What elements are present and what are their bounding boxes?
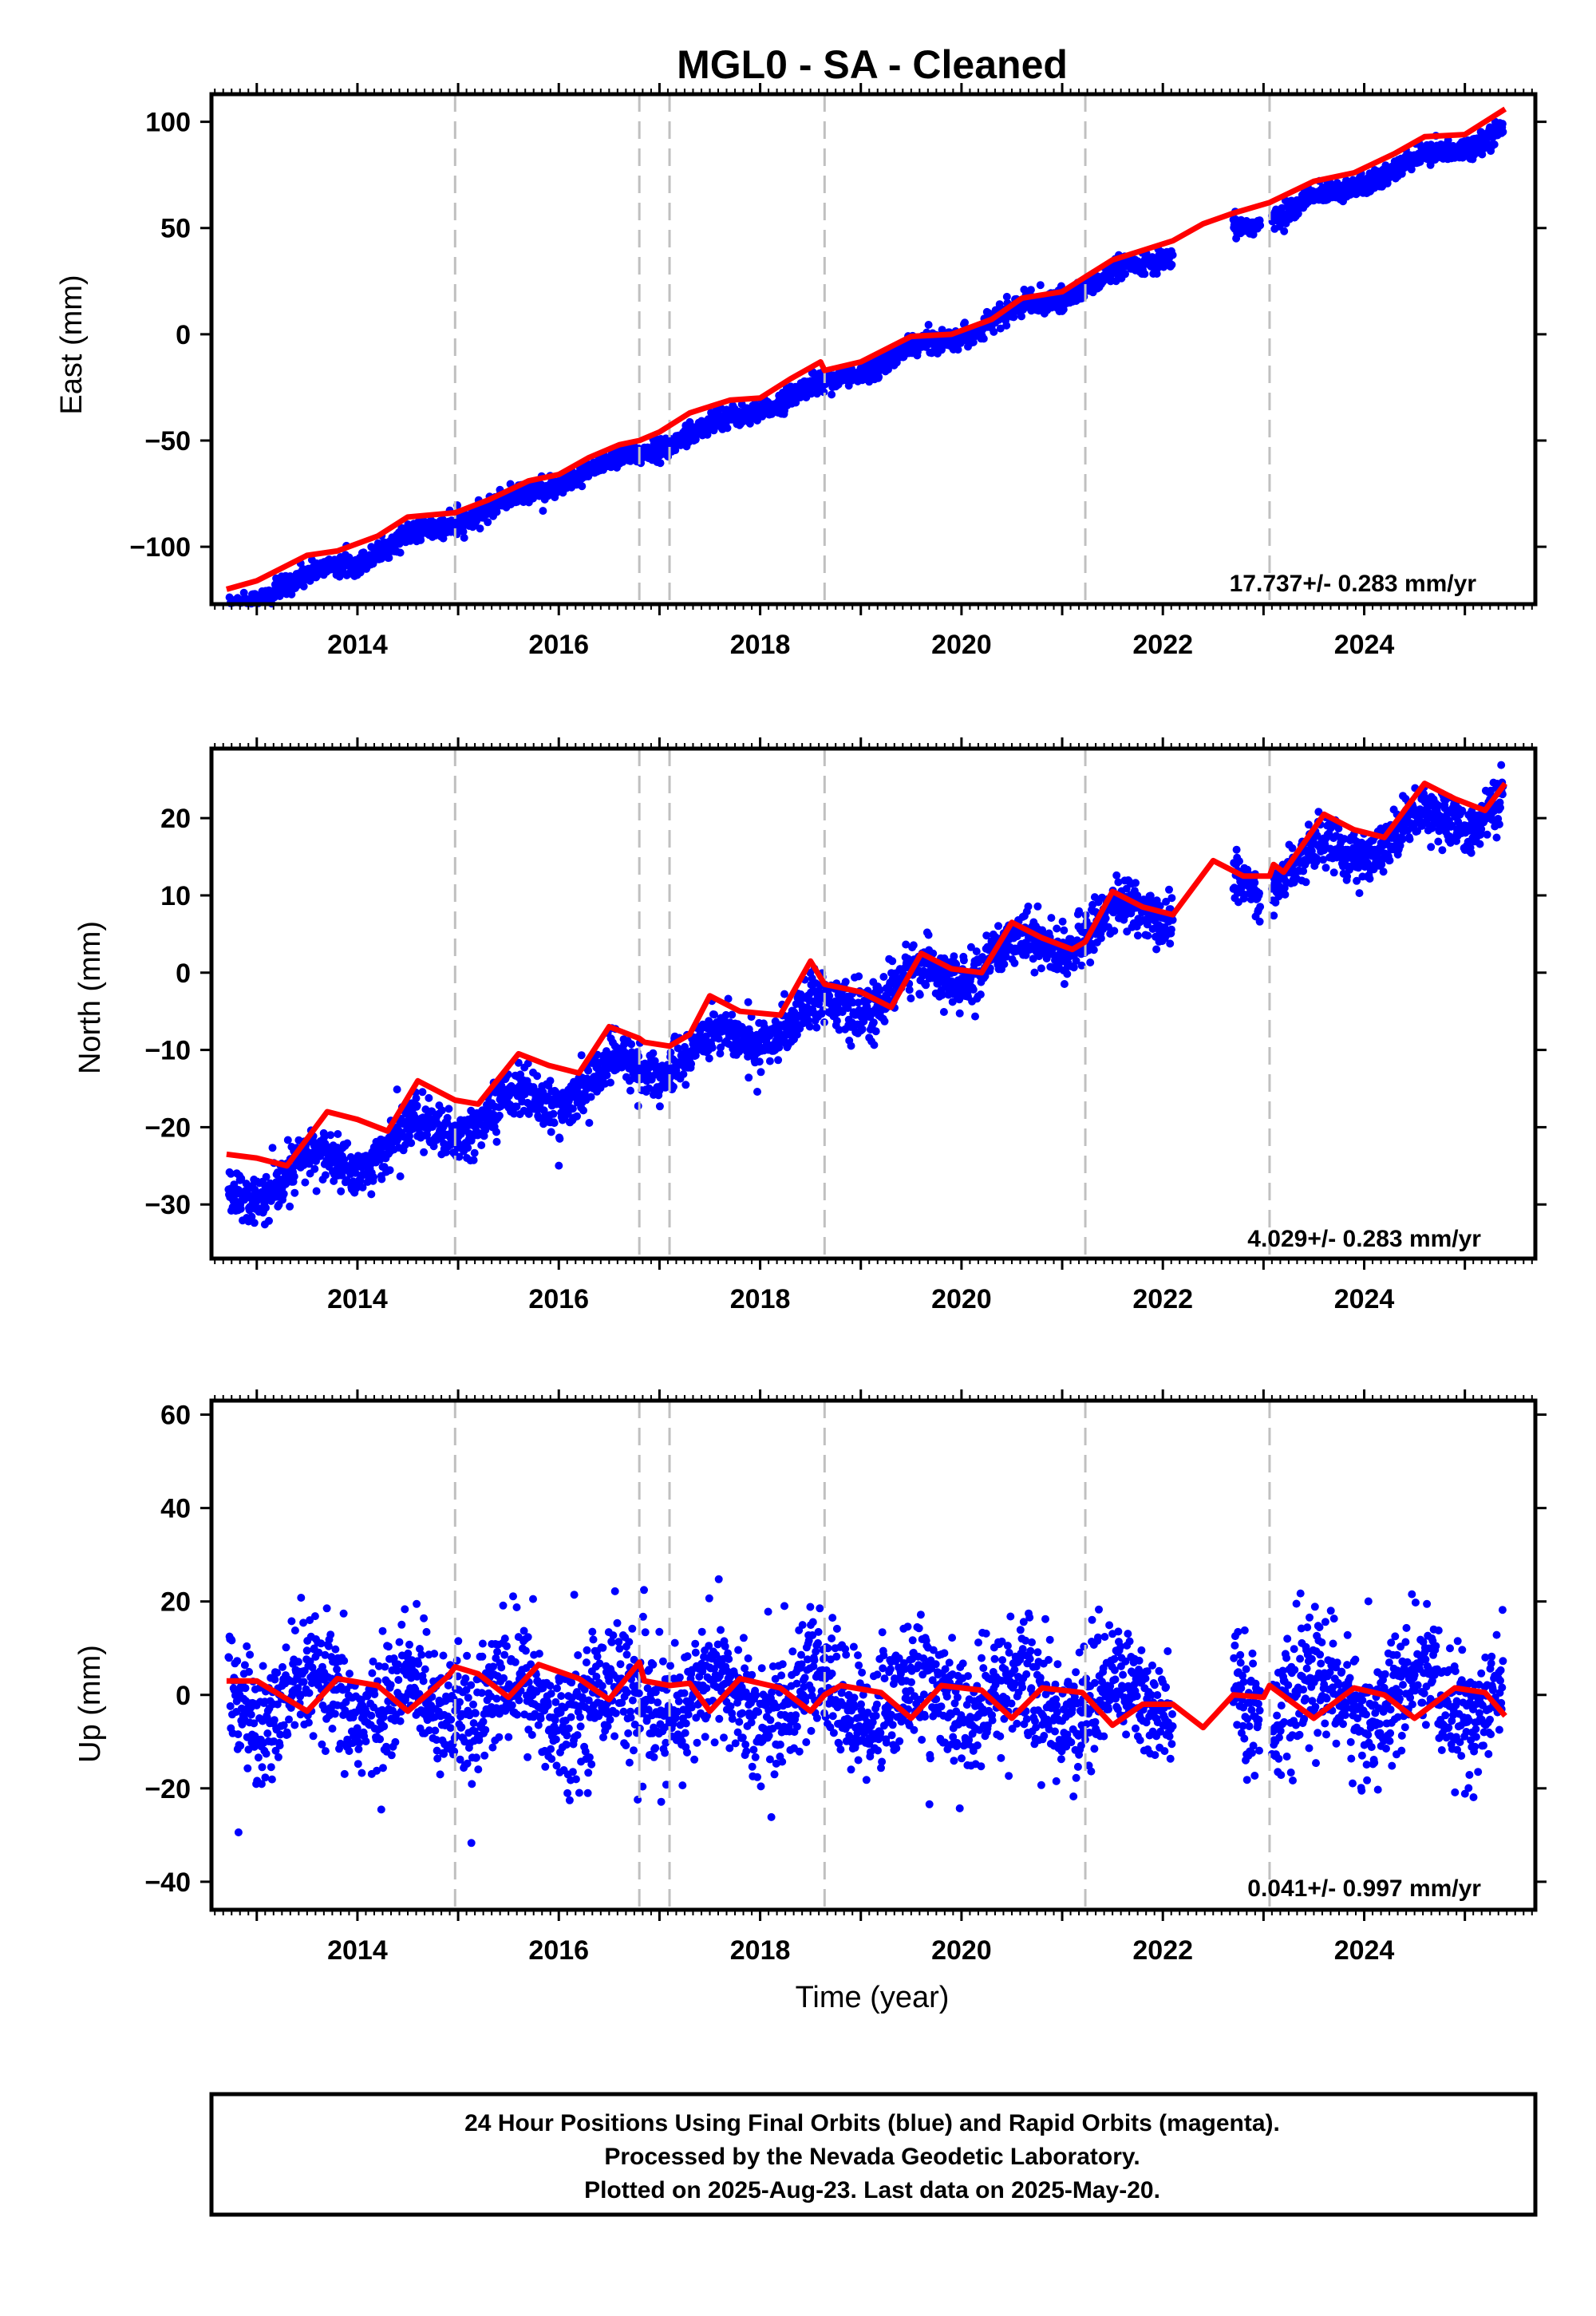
north-model-line (226, 781, 1508, 1169)
up-xtick-label: 2020 (931, 1935, 992, 1966)
east-ytick-label: 50 (160, 214, 191, 244)
x-axis-label: Time (year) (796, 1981, 950, 2014)
north-xtick-label: 2022 (1132, 1284, 1193, 1314)
footer-line-3: Plotted on 2025-Aug-23. Last data on 202… (584, 2177, 1160, 2203)
up-axes: −40 −20 0 20 40 60 2014 2016 2018 2020 2022 2024 (144, 1389, 1547, 1966)
north-xtick-label: 2014 (327, 1284, 388, 1314)
up-xtick-label: 2016 (528, 1935, 589, 1966)
north-frame (209, 746, 1538, 1261)
east-points (225, 117, 1507, 608)
up-plot-layer (226, 1401, 1507, 1910)
up-ylabel: Up (mm) (73, 1645, 107, 1763)
north-ytick-label: −30 (144, 1190, 191, 1220)
panel-north: −30 −20 −10 0 10 20 2014 2016 2018 2020 2022 2024 N… (73, 737, 1547, 1314)
north-ytick-label: 10 (160, 881, 191, 911)
north-xtick-label: 2020 (931, 1284, 992, 1314)
up-points (224, 1575, 1507, 1848)
east-rate-label: 17.737+/- 0.283 mm/yr (1230, 571, 1477, 597)
east-ytick-label: −100 (129, 532, 191, 563)
footer-line-1: 24 Hour Positions Using Final Orbits (bl… (464, 2110, 1280, 2136)
up-ytick-label: −20 (144, 1774, 191, 1804)
east-ylabel: East (mm) (55, 275, 89, 414)
up-xtick-label: 2018 (730, 1935, 791, 1966)
east-xtick-label: 2018 (730, 630, 791, 660)
panel-up: −40 −20 0 20 40 60 2014 2016 2018 2020 2022 2024 Up… (73, 1389, 1547, 1966)
north-ytick-label: −20 (144, 1113, 191, 1143)
east-model-line (225, 106, 1507, 592)
north-plot-layer (226, 749, 1508, 1259)
east-xtick-label: 2016 (528, 630, 589, 660)
north-ytick-label: −10 (144, 1036, 191, 1066)
up-ytick-label: 0 (176, 1681, 191, 1711)
up-xtick-label: 2014 (327, 1935, 388, 1966)
chart-title: MGL0 - SA - Cleaned (677, 42, 1068, 87)
east-ytick-label: −50 (144, 426, 191, 456)
east-xtick-label: 2020 (931, 630, 992, 660)
north-xtick-label: 2016 (528, 1284, 589, 1314)
up-ytick-label: 40 (160, 1494, 191, 1524)
footer-box: 24 Hour Positions Using Final Orbits (bl… (209, 2092, 1538, 2217)
east-frame (209, 92, 1538, 607)
up-model-line (226, 1659, 1507, 1731)
up-rate-label: 0.041+/- 0.997 mm/yr (1247, 1875, 1481, 1902)
east-ytick-label: 0 (176, 320, 191, 350)
up-ytick-label: 20 (160, 1587, 191, 1618)
up-frame (209, 1398, 1538, 1912)
north-rate-label: 4.029+/- 0.283 mm/yr (1247, 1226, 1481, 1252)
east-xtick-label: 2014 (327, 630, 388, 660)
footer-frame (209, 2092, 1538, 2217)
north-axes: −30 −20 −10 0 10 20 2014 2016 2018 2020 2022 2024 (144, 737, 1547, 1314)
east-ytick-label: 100 (145, 108, 191, 138)
north-xtick-label: 2024 (1334, 1284, 1395, 1314)
up-xtick-label: 2024 (1334, 1935, 1395, 1966)
up-scatter-points (224, 1575, 1507, 1848)
east-plot-layer (225, 94, 1507, 604)
north-ytick-label: 0 (176, 958, 191, 989)
east-xtick-label: 2022 (1132, 630, 1193, 660)
panel-east: −100 −50 0 50 100 2014 2016 2018 2020 2022 2024 Ea… (55, 83, 1547, 660)
east-axes: −100 −50 0 50 100 2014 2016 2018 2020 2022 2024 (129, 83, 1547, 660)
footer-line-2: Processed by the Nevada Geodetic Laborat… (604, 2144, 1140, 2170)
north-ylabel: North (mm) (73, 921, 107, 1074)
north-ytick-label: 20 (160, 804, 191, 834)
east-xtick-label: 2024 (1334, 630, 1395, 660)
east-scatter-points (225, 117, 1507, 608)
up-ytick-label: 60 (160, 1401, 191, 1431)
north-xtick-label: 2018 (730, 1284, 791, 1314)
up-ytick-label: −40 (144, 1867, 191, 1898)
up-xtick-label: 2022 (1132, 1935, 1193, 1966)
